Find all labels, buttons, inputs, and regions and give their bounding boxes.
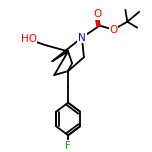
Text: O: O xyxy=(94,9,102,19)
Text: O: O xyxy=(109,25,118,35)
Text: N: N xyxy=(78,33,86,43)
Text: F: F xyxy=(65,141,71,151)
Text: HO: HO xyxy=(21,35,37,45)
